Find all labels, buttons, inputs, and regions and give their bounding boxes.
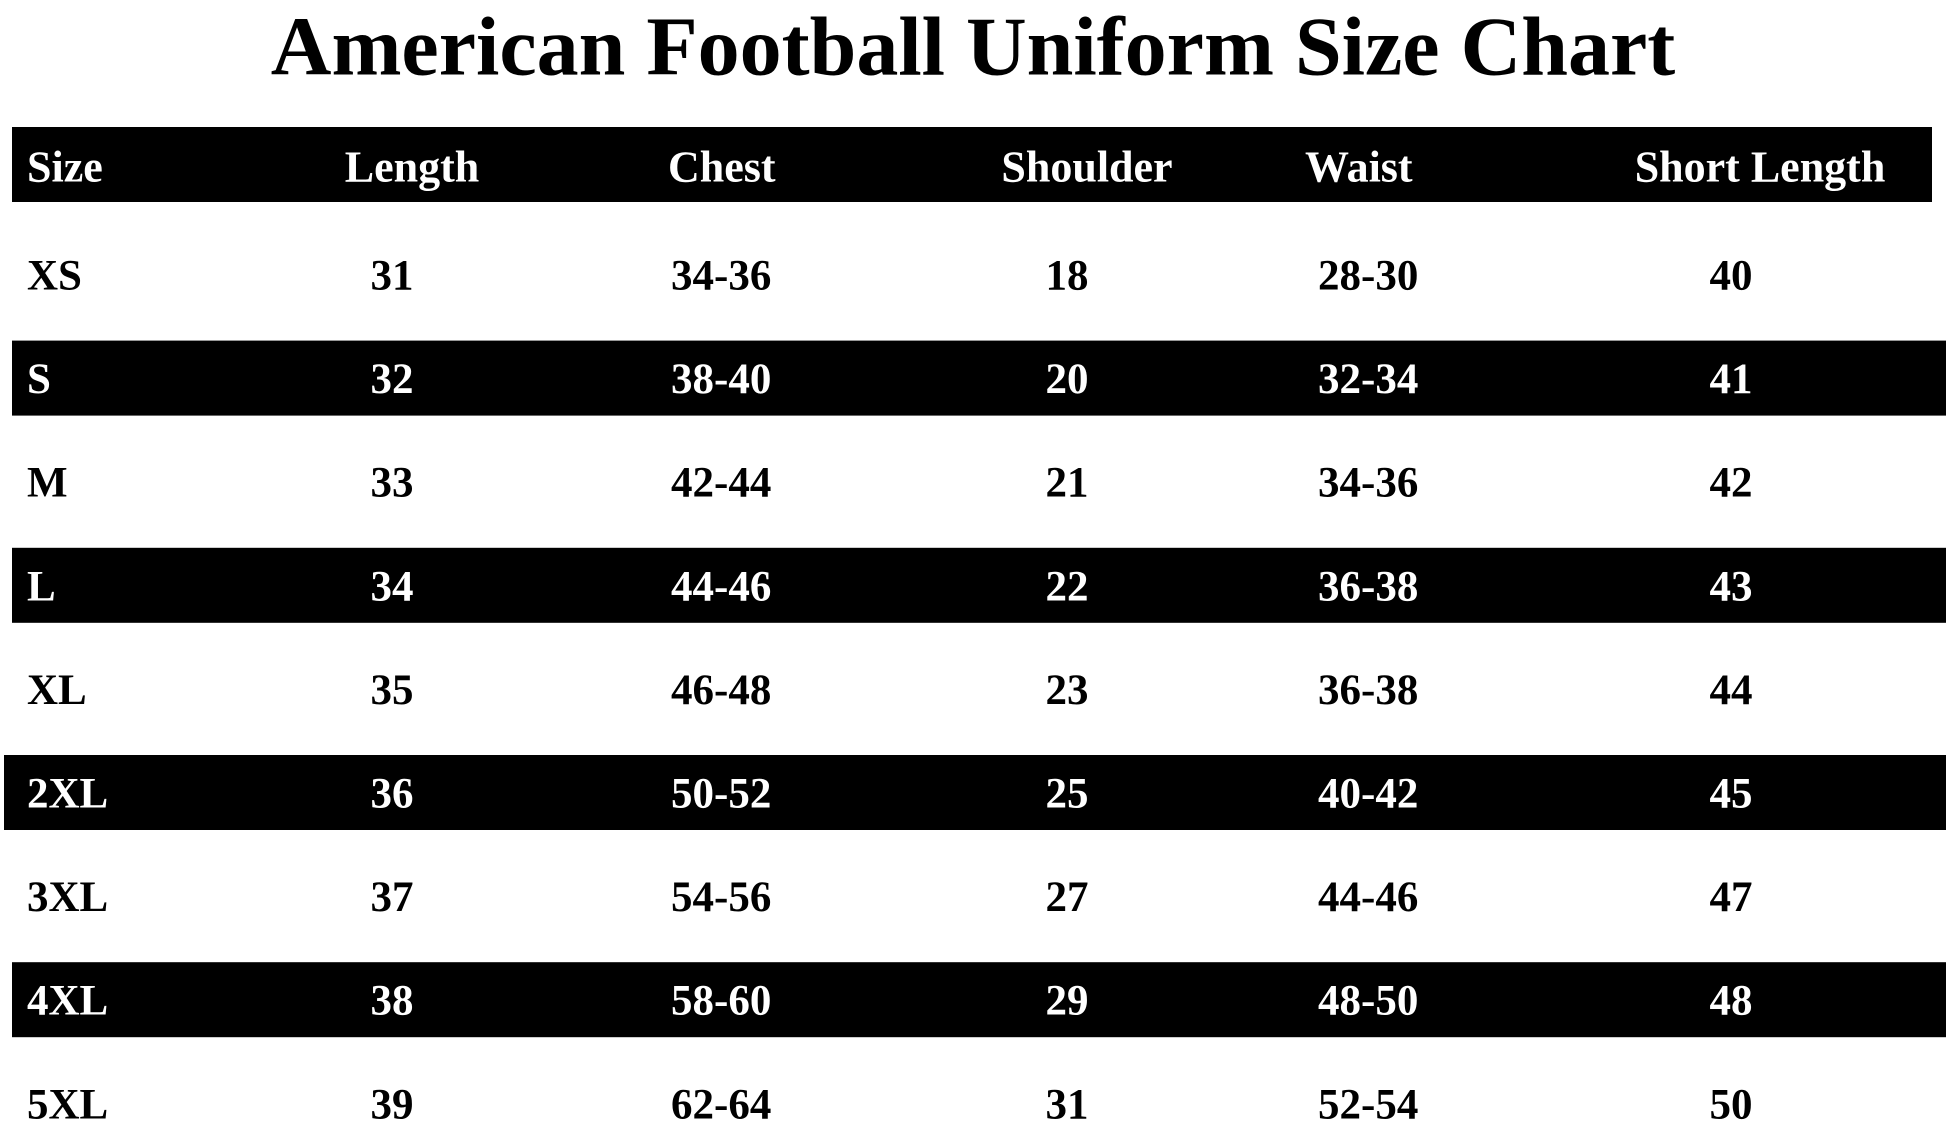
cell: 58-60 [671,978,771,1025]
cell: 33 [371,460,414,507]
cell: 40 [1710,253,1753,300]
size-label: M [27,460,68,507]
cell: 44-46 [671,563,771,610]
cell: 34-36 [671,253,771,300]
cell: 41 [1710,356,1753,403]
cell: 36 [371,771,414,818]
cell: 34-36 [1318,460,1418,507]
cell: 23 [1046,667,1089,714]
cell: 42 [1710,460,1753,507]
cell: 39 [371,1081,414,1128]
cell: 28-30 [1318,253,1418,300]
cell: 20 [1046,356,1089,403]
cell: 25 [1046,771,1089,818]
cell: 52-54 [1318,1081,1418,1128]
cell: 31 [1046,1081,1089,1128]
cell: 37 [371,874,414,921]
cell: 45 [1710,771,1753,818]
size-label: 5XL [27,1081,108,1128]
cell: 43 [1710,563,1753,610]
cell: 40-42 [1318,771,1418,818]
cell: 44 [1710,667,1753,714]
size-label: 2XL [27,771,108,818]
row-band [12,962,1946,1038]
size-label: S [27,356,51,403]
cell: 54-56 [671,874,771,921]
cell: 46-48 [671,667,771,714]
cell: 36-38 [1318,667,1418,714]
row-band [12,340,1946,416]
cell: 27 [1046,874,1089,921]
cell: 22 [1046,563,1089,610]
column-header: Length [345,143,479,192]
row-band [4,755,1946,830]
column-header: Size [27,143,103,192]
cell: 32 [371,356,414,403]
cell: 44-46 [1318,874,1418,921]
cell: 36-38 [1318,563,1418,610]
column-header: Shoulder [1001,143,1172,192]
size-label: 4XL [27,978,108,1025]
cell: 31 [371,253,414,300]
size-label: 3XL [27,874,108,921]
cell: 48 [1710,978,1753,1025]
size-label: XL [27,667,87,714]
cell: 35 [371,667,414,714]
cell: 29 [1046,978,1089,1025]
column-header: Short Length [1635,143,1886,192]
cell: 50 [1710,1081,1753,1128]
row-band [12,547,1946,623]
size-label: XS [27,253,82,300]
cell: 38-40 [671,356,771,403]
cell: 38 [371,978,414,1025]
cell: 42-44 [671,460,771,507]
cell: 18 [1046,253,1089,300]
cell: 50-52 [671,771,771,818]
header-band [12,127,1932,202]
column-header: Waist [1305,143,1413,192]
title: American Football Uniform Size Chart [271,1,1675,94]
cell: 48-50 [1318,978,1418,1025]
cell: 47 [1710,874,1753,921]
cell: 34 [371,563,414,610]
cell: 62-64 [671,1081,771,1128]
cell: 21 [1046,460,1089,507]
size-label: L [27,563,56,610]
column-header: Chest [668,143,776,192]
cell: 32-34 [1318,356,1418,403]
